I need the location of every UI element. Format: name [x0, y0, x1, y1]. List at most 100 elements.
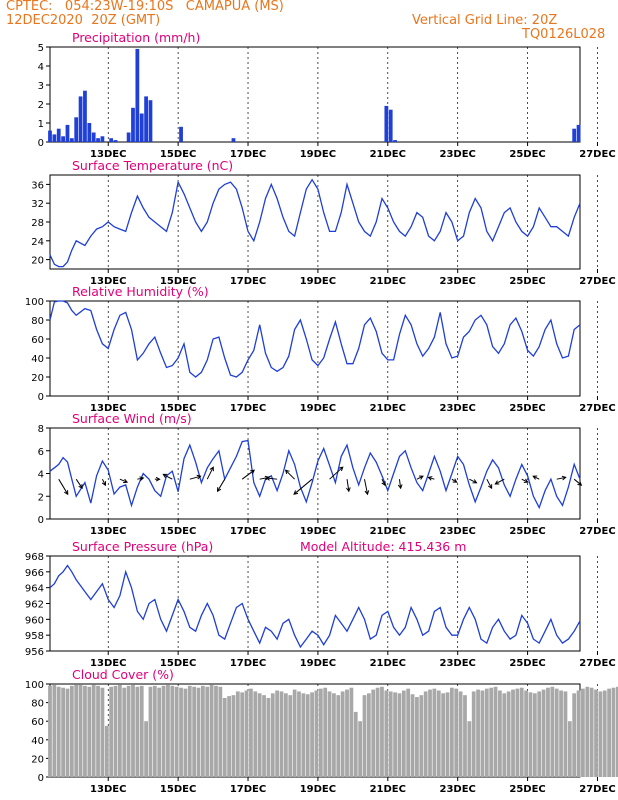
wind-arrow-shaft	[469, 478, 477, 484]
data-bar	[96, 138, 100, 142]
panel-title: Surface Pressure (hPa)	[72, 539, 213, 554]
x-tick-label: 25DEC	[509, 784, 545, 795]
data-bar	[104, 725, 109, 777]
data-bar	[419, 695, 424, 777]
y-tick-label: 5	[38, 43, 44, 54]
data-bar	[222, 697, 227, 777]
data-bar	[270, 693, 275, 777]
wind-arrow-head	[139, 476, 145, 481]
data-bar	[371, 689, 376, 777]
y-tick-label: 964	[25, 584, 44, 595]
data-bar	[594, 689, 598, 777]
x-tick-label: 21DEC	[370, 276, 406, 287]
data-bar	[83, 685, 87, 777]
y-tick-label: 960	[25, 615, 44, 626]
data-bar	[144, 721, 148, 777]
data-bar	[388, 691, 393, 777]
y-tick-label: 4	[38, 470, 44, 481]
data-bar	[52, 684, 57, 777]
data-bar	[506, 691, 511, 777]
wind-arrow-head	[78, 484, 83, 490]
x-tick-label: 17DEC	[230, 658, 266, 669]
wind-arrow-shaft	[217, 478, 226, 492]
data-bar	[598, 691, 603, 777]
y-tick-label: 32	[31, 199, 44, 210]
wind-arrow	[154, 476, 161, 482]
data-bar	[126, 132, 131, 142]
wind-arrow-shaft	[495, 478, 505, 485]
wind-arrow-shaft	[266, 477, 278, 480]
data-bar	[541, 689, 546, 777]
data-bar	[406, 688, 411, 777]
wind-arrow	[556, 475, 567, 481]
y-tick-label: 80	[31, 316, 44, 327]
wind-arrow-head	[209, 466, 214, 472]
y-tick-label: 40	[31, 354, 44, 365]
x-tick-label: 13DEC	[90, 526, 126, 537]
wind-arrow-shaft	[398, 479, 402, 489]
y-tick-label: 20	[31, 373, 44, 384]
wind-arrow-shaft	[381, 478, 386, 486]
data-bar	[65, 124, 70, 142]
x-tick-label: 23DEC	[439, 149, 475, 160]
data-bar	[56, 686, 61, 777]
x-tick-label: 25DEC	[509, 526, 545, 537]
wind-arrow	[137, 476, 145, 481]
y-tick-label: 968	[25, 552, 44, 563]
data-bar	[144, 96, 148, 142]
data-bar	[262, 695, 266, 777]
x-tick-label: 15DEC	[160, 658, 196, 669]
x-tick-label: 27DEC	[579, 784, 615, 795]
data-bar	[436, 690, 441, 777]
data-bar	[109, 686, 114, 777]
wind-arrow-head	[250, 469, 256, 475]
x-tick-label: 13DEC	[90, 403, 126, 414]
wind-arrow-shaft	[58, 478, 69, 495]
x-tick-label: 19DEC	[300, 526, 336, 537]
data-bar	[310, 692, 314, 777]
x-tick-label: 21DEC	[370, 403, 406, 414]
data-bar	[161, 685, 166, 777]
data-bar	[257, 693, 262, 777]
data-bar	[515, 688, 520, 777]
data-bar	[91, 684, 96, 777]
wind-arrow-head	[577, 481, 583, 486]
data-bar	[615, 686, 618, 777]
data-bar	[52, 134, 57, 142]
wind-arrow-head	[472, 479, 478, 484]
data-bar	[131, 107, 135, 142]
y-tick-label: 100	[25, 297, 44, 308]
y-tick-label: 60	[31, 717, 44, 728]
y-tick-label: 36	[31, 180, 44, 191]
data-bar	[166, 684, 170, 777]
y-tick-label: 24	[31, 237, 44, 248]
panel-frame	[49, 555, 581, 652]
data-bar	[96, 685, 100, 777]
data-bar	[214, 685, 218, 777]
panel-4: 13DEC 15DEC 17DEC 19DEC 21DEC 23DEC 25DEC 27DEC…	[38, 411, 616, 537]
wind-arrow	[451, 478, 458, 483]
panel-6: 13DEC 15DEC 17DEC 19DEC 21DEC 23DEC 25DEC 27DEC…	[25, 667, 618, 795]
data-bar	[118, 684, 122, 777]
wind-arrow-head	[561, 475, 567, 481]
x-tick-label: 17DEC	[230, 276, 266, 287]
data-bar	[187, 685, 192, 777]
data-bar	[362, 695, 367, 777]
data-bar	[441, 693, 446, 777]
data-bar	[170, 685, 175, 777]
x-tick-label: 19DEC	[300, 658, 336, 669]
data-bar	[559, 690, 563, 777]
x-tick-label: 17DEC	[230, 526, 266, 537]
data-bar	[345, 689, 349, 777]
data-bar	[550, 686, 555, 777]
wind-arrow-shaft	[119, 478, 128, 483]
wind-arrow	[265, 476, 278, 481]
data-bar	[576, 690, 581, 777]
data-bar	[576, 124, 581, 142]
data-bar	[148, 100, 153, 142]
wind-arrow-head	[346, 487, 351, 493]
x-tick-label: 27DEC	[579, 658, 615, 669]
data-bar	[126, 685, 131, 777]
data-bar	[218, 686, 223, 777]
wind-arrow-head	[216, 487, 222, 493]
